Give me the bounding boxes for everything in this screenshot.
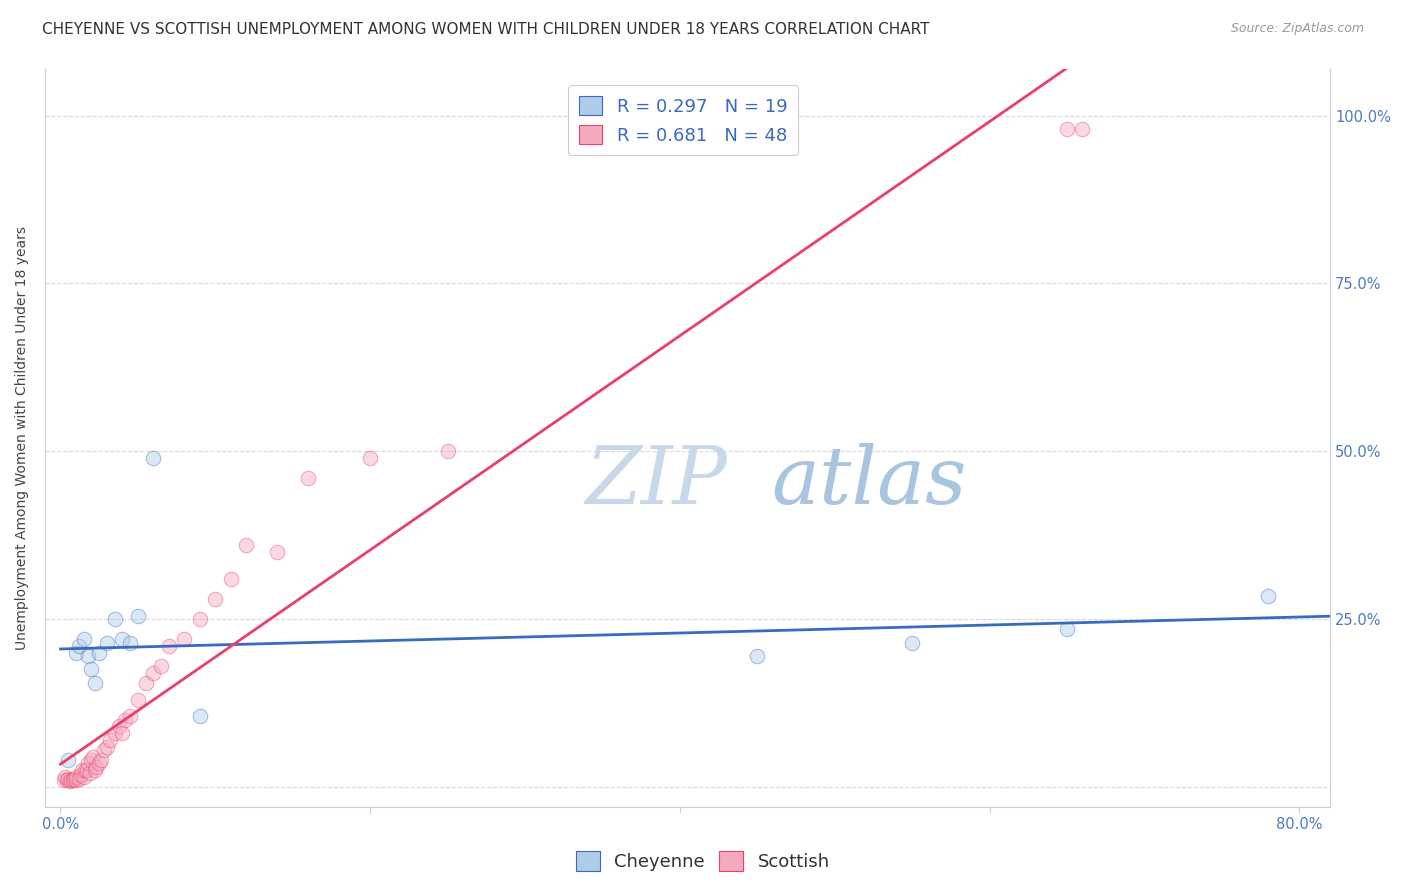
Point	[114, 713, 136, 727]
Point	[96, 739, 118, 754]
Y-axis label: Unemployment Among Women with Children Under 18 years: Unemployment Among Women with Children U…	[15, 226, 30, 649]
Text: Source: ZipAtlas.com: Source: ZipAtlas.com	[1230, 22, 1364, 36]
Point	[901, 635, 924, 649]
Point	[60, 773, 83, 788]
Point	[104, 726, 127, 740]
Point	[96, 635, 118, 649]
Point	[93, 743, 115, 757]
Point	[135, 675, 157, 690]
Point	[76, 763, 98, 777]
Point	[297, 471, 319, 485]
Legend: R = 0.297   N = 19, R = 0.681   N = 48: R = 0.297 N = 19, R = 0.681 N = 48	[568, 85, 799, 155]
Point	[73, 632, 96, 647]
Point	[90, 753, 112, 767]
Point	[188, 709, 211, 723]
Point	[120, 635, 142, 649]
Point	[55, 773, 77, 788]
Text: ZIP: ZIP	[585, 443, 727, 521]
Text: CHEYENNE VS SCOTTISH UNEMPLOYMENT AMONG WOMEN WITH CHILDREN UNDER 18 YEARS CORRE: CHEYENNE VS SCOTTISH UNEMPLOYMENT AMONG …	[42, 22, 929, 37]
Point	[65, 770, 87, 784]
Point	[436, 444, 458, 458]
Point	[59, 774, 82, 789]
Point	[108, 719, 131, 733]
Point	[62, 773, 84, 788]
Point	[65, 773, 87, 788]
Point	[219, 572, 242, 586]
Point	[80, 662, 103, 676]
Point	[77, 756, 100, 771]
Point	[73, 770, 96, 784]
Point	[111, 726, 134, 740]
Point	[83, 675, 105, 690]
Point	[142, 450, 165, 465]
Legend: Cheyenne, Scottish: Cheyenne, Scottish	[569, 844, 837, 879]
Point	[80, 753, 103, 767]
Point	[63, 772, 86, 786]
Point	[53, 770, 76, 784]
Point	[127, 692, 149, 706]
Point	[266, 545, 288, 559]
Point	[111, 632, 134, 647]
Point	[104, 612, 127, 626]
Point	[52, 773, 75, 788]
Point	[65, 646, 87, 660]
Point	[89, 646, 111, 660]
Point	[1056, 622, 1078, 636]
Point	[75, 763, 97, 777]
Point	[359, 450, 381, 465]
Point	[188, 612, 211, 626]
Point	[67, 639, 90, 653]
Point	[235, 538, 257, 552]
Point	[58, 753, 80, 767]
Point	[69, 768, 91, 782]
Point	[58, 772, 80, 786]
Point	[84, 760, 107, 774]
Point	[142, 665, 165, 680]
Point	[89, 756, 111, 771]
Point	[79, 766, 101, 780]
Point	[98, 732, 121, 747]
Point	[67, 772, 90, 786]
Point	[120, 709, 142, 723]
Point	[1056, 122, 1078, 136]
Point	[1071, 122, 1094, 136]
Point	[173, 632, 195, 647]
Point	[77, 648, 100, 663]
Point	[127, 608, 149, 623]
Point	[747, 648, 769, 663]
Point	[204, 591, 226, 606]
Point	[83, 763, 105, 777]
Point	[150, 659, 173, 673]
Point	[70, 763, 93, 777]
Point	[1257, 589, 1279, 603]
Point	[82, 749, 104, 764]
Point	[157, 639, 180, 653]
Text: atlas: atlas	[770, 443, 966, 521]
